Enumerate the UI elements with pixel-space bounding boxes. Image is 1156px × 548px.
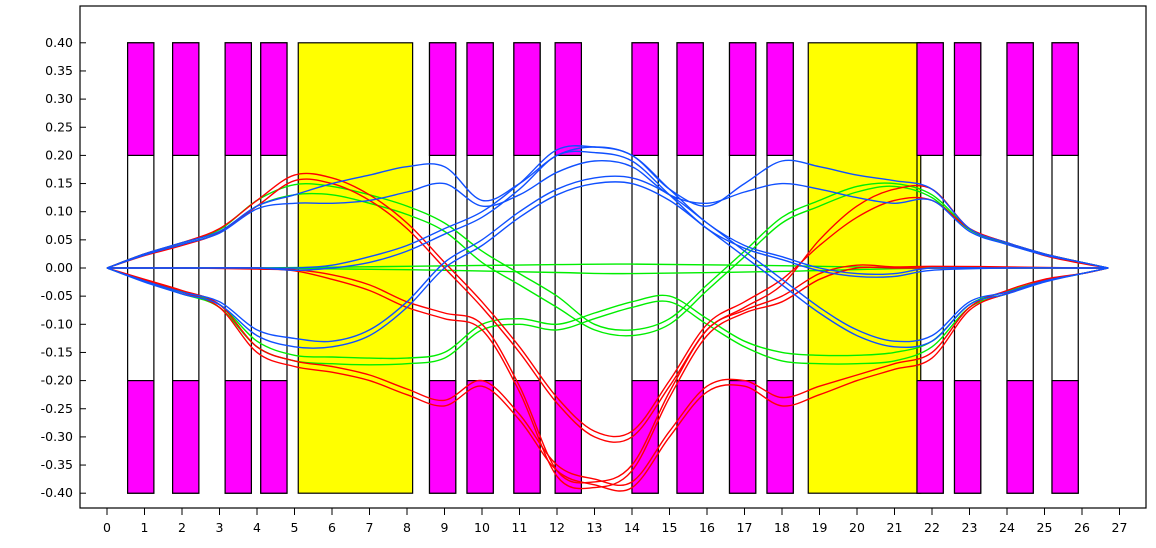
quadrupole-pole-bottom (1006, 380, 1034, 494)
quadrupole-pole-top (260, 42, 288, 156)
x-tick-label: 9 (441, 520, 449, 535)
y-tick-label: 0.40 (45, 35, 73, 50)
x-tick-label: 7 (366, 520, 374, 535)
y-tick-label: -0.30 (41, 429, 73, 444)
x-tick-label: 23 (962, 520, 978, 535)
plot-frame (79, 5, 1147, 509)
x-tick-label: 2 (178, 520, 186, 535)
quadrupole-pole-top (127, 42, 155, 156)
y-tick-label: -0.10 (41, 316, 73, 331)
quadrupole-pole-bottom (766, 380, 794, 494)
y-tick-label: -0.15 (41, 344, 73, 359)
y-tick-label: 0.00 (45, 260, 73, 275)
quadrupole-pole-bottom (554, 380, 582, 494)
trajectory-line (106, 267, 1109, 366)
x-tick-label: 5 (291, 520, 299, 535)
x-tick-label: 6 (328, 520, 336, 535)
quadrupole-pole-top (466, 42, 494, 156)
x-tick-label: 13 (587, 520, 603, 535)
y-tick-label: -0.20 (41, 373, 73, 388)
x-tick-label: 25 (1037, 520, 1053, 535)
lattice-elements (127, 42, 1079, 494)
x-tick-label: 22 (924, 520, 940, 535)
trajectory-line (107, 150, 1109, 278)
x-tick-label: 27 (1112, 520, 1128, 535)
quadrupole-pole-top (1006, 42, 1034, 156)
quadrupole-pole-top (554, 42, 582, 156)
y-tick-label: 0.10 (45, 204, 73, 219)
quadrupole-pole-bottom (728, 380, 757, 494)
y-tick-label: -0.05 (41, 288, 73, 303)
quadrupole-pole-top (1051, 42, 1079, 156)
x-tick-label: 8 (403, 520, 411, 535)
x-tick-label: 3 (216, 520, 224, 535)
y-tick-label: 0.35 (45, 63, 73, 78)
y-tick-label: 0.25 (45, 119, 73, 134)
quadrupole-pole-bottom (224, 380, 252, 494)
x-tick-label: 16 (699, 520, 715, 535)
x-tick-label: 0 (103, 520, 111, 535)
x-tick-label: 20 (849, 520, 865, 535)
x-tick-label: 11 (512, 520, 528, 535)
trajectory-line (106, 175, 1109, 343)
quadrupole-pole-bottom (260, 380, 288, 494)
trajectory-line (106, 160, 1109, 269)
quadrupole-pole-bottom (631, 380, 659, 494)
y-tick-label: 0.20 (45, 147, 73, 162)
quadrupole-pole-bottom (127, 380, 155, 494)
trajectory-line (106, 267, 1109, 360)
x-tick-label: 15 (662, 520, 678, 535)
x-tick-label: 4 (253, 520, 261, 535)
quadrupole-pole-top (916, 42, 944, 156)
trajectory-line (106, 266, 1109, 490)
x-tick-label: 14 (624, 520, 640, 535)
quadrupole-pole-top (728, 42, 757, 156)
x-tick-label: 12 (549, 520, 565, 535)
trajectory-line (106, 181, 1109, 349)
y-tick-label: 0.05 (45, 232, 73, 247)
y-axis: 0.40 0.35 0.30 0.25 0.20 0.15 0.10 0.05 0.00 -0.0… (41, 35, 86, 500)
quadrupole-pole-top (513, 42, 541, 156)
x-tick-label: 17 (737, 520, 753, 535)
x-tick-label: 24 (999, 520, 1015, 535)
quadrupole-pole-bottom (1051, 380, 1079, 494)
quadrupole-pole-top (953, 42, 982, 156)
y-tick-label: -0.25 (41, 401, 73, 416)
x-tick-label: 21 (887, 520, 903, 535)
quadrupole-pole-bottom (676, 380, 704, 494)
quadrupole-pole-top (676, 42, 704, 156)
trajectory-line (106, 182, 1109, 331)
trajectory-line (106, 267, 1109, 492)
x-tick-label: 26 (1074, 520, 1090, 535)
trajectory-curves (106, 145, 1109, 492)
trajectory-line (106, 267, 1109, 486)
quadrupole-pole-bottom (953, 380, 982, 494)
x-tick-label: 18 (774, 520, 790, 535)
trajectory-line (107, 145, 1109, 276)
y-tick-label: 0.30 (45, 91, 73, 106)
x-tick-label: 19 (812, 520, 828, 535)
quadrupole-pole-top (224, 42, 252, 156)
trajectory-line (107, 264, 1109, 484)
trajectory-line (106, 146, 1109, 269)
quadrupole-pole-top (172, 42, 200, 156)
quadrupole-pole-bottom (172, 380, 200, 494)
x-tick-label: 10 (474, 520, 490, 535)
quadrupole-pole-top (631, 42, 659, 156)
y-tick-label: -0.40 (41, 485, 73, 500)
quadrupole-pole-top (766, 42, 794, 156)
quadrupole-pole-bottom (916, 380, 944, 494)
y-tick-label: 0.15 (45, 176, 73, 191)
y-tick-label: -0.35 (41, 457, 73, 472)
x-axis: 0 1 2 3 4 5 6 7 8 9 10 11 12 13 14 15 16 17 18 19 20 21 22 23 24… (103, 508, 1127, 535)
quadrupole-pole-top (428, 42, 457, 156)
trajectory-line (106, 172, 1109, 438)
x-tick-label: 1 (141, 520, 149, 535)
quadrupole-pole-bottom (466, 380, 494, 494)
